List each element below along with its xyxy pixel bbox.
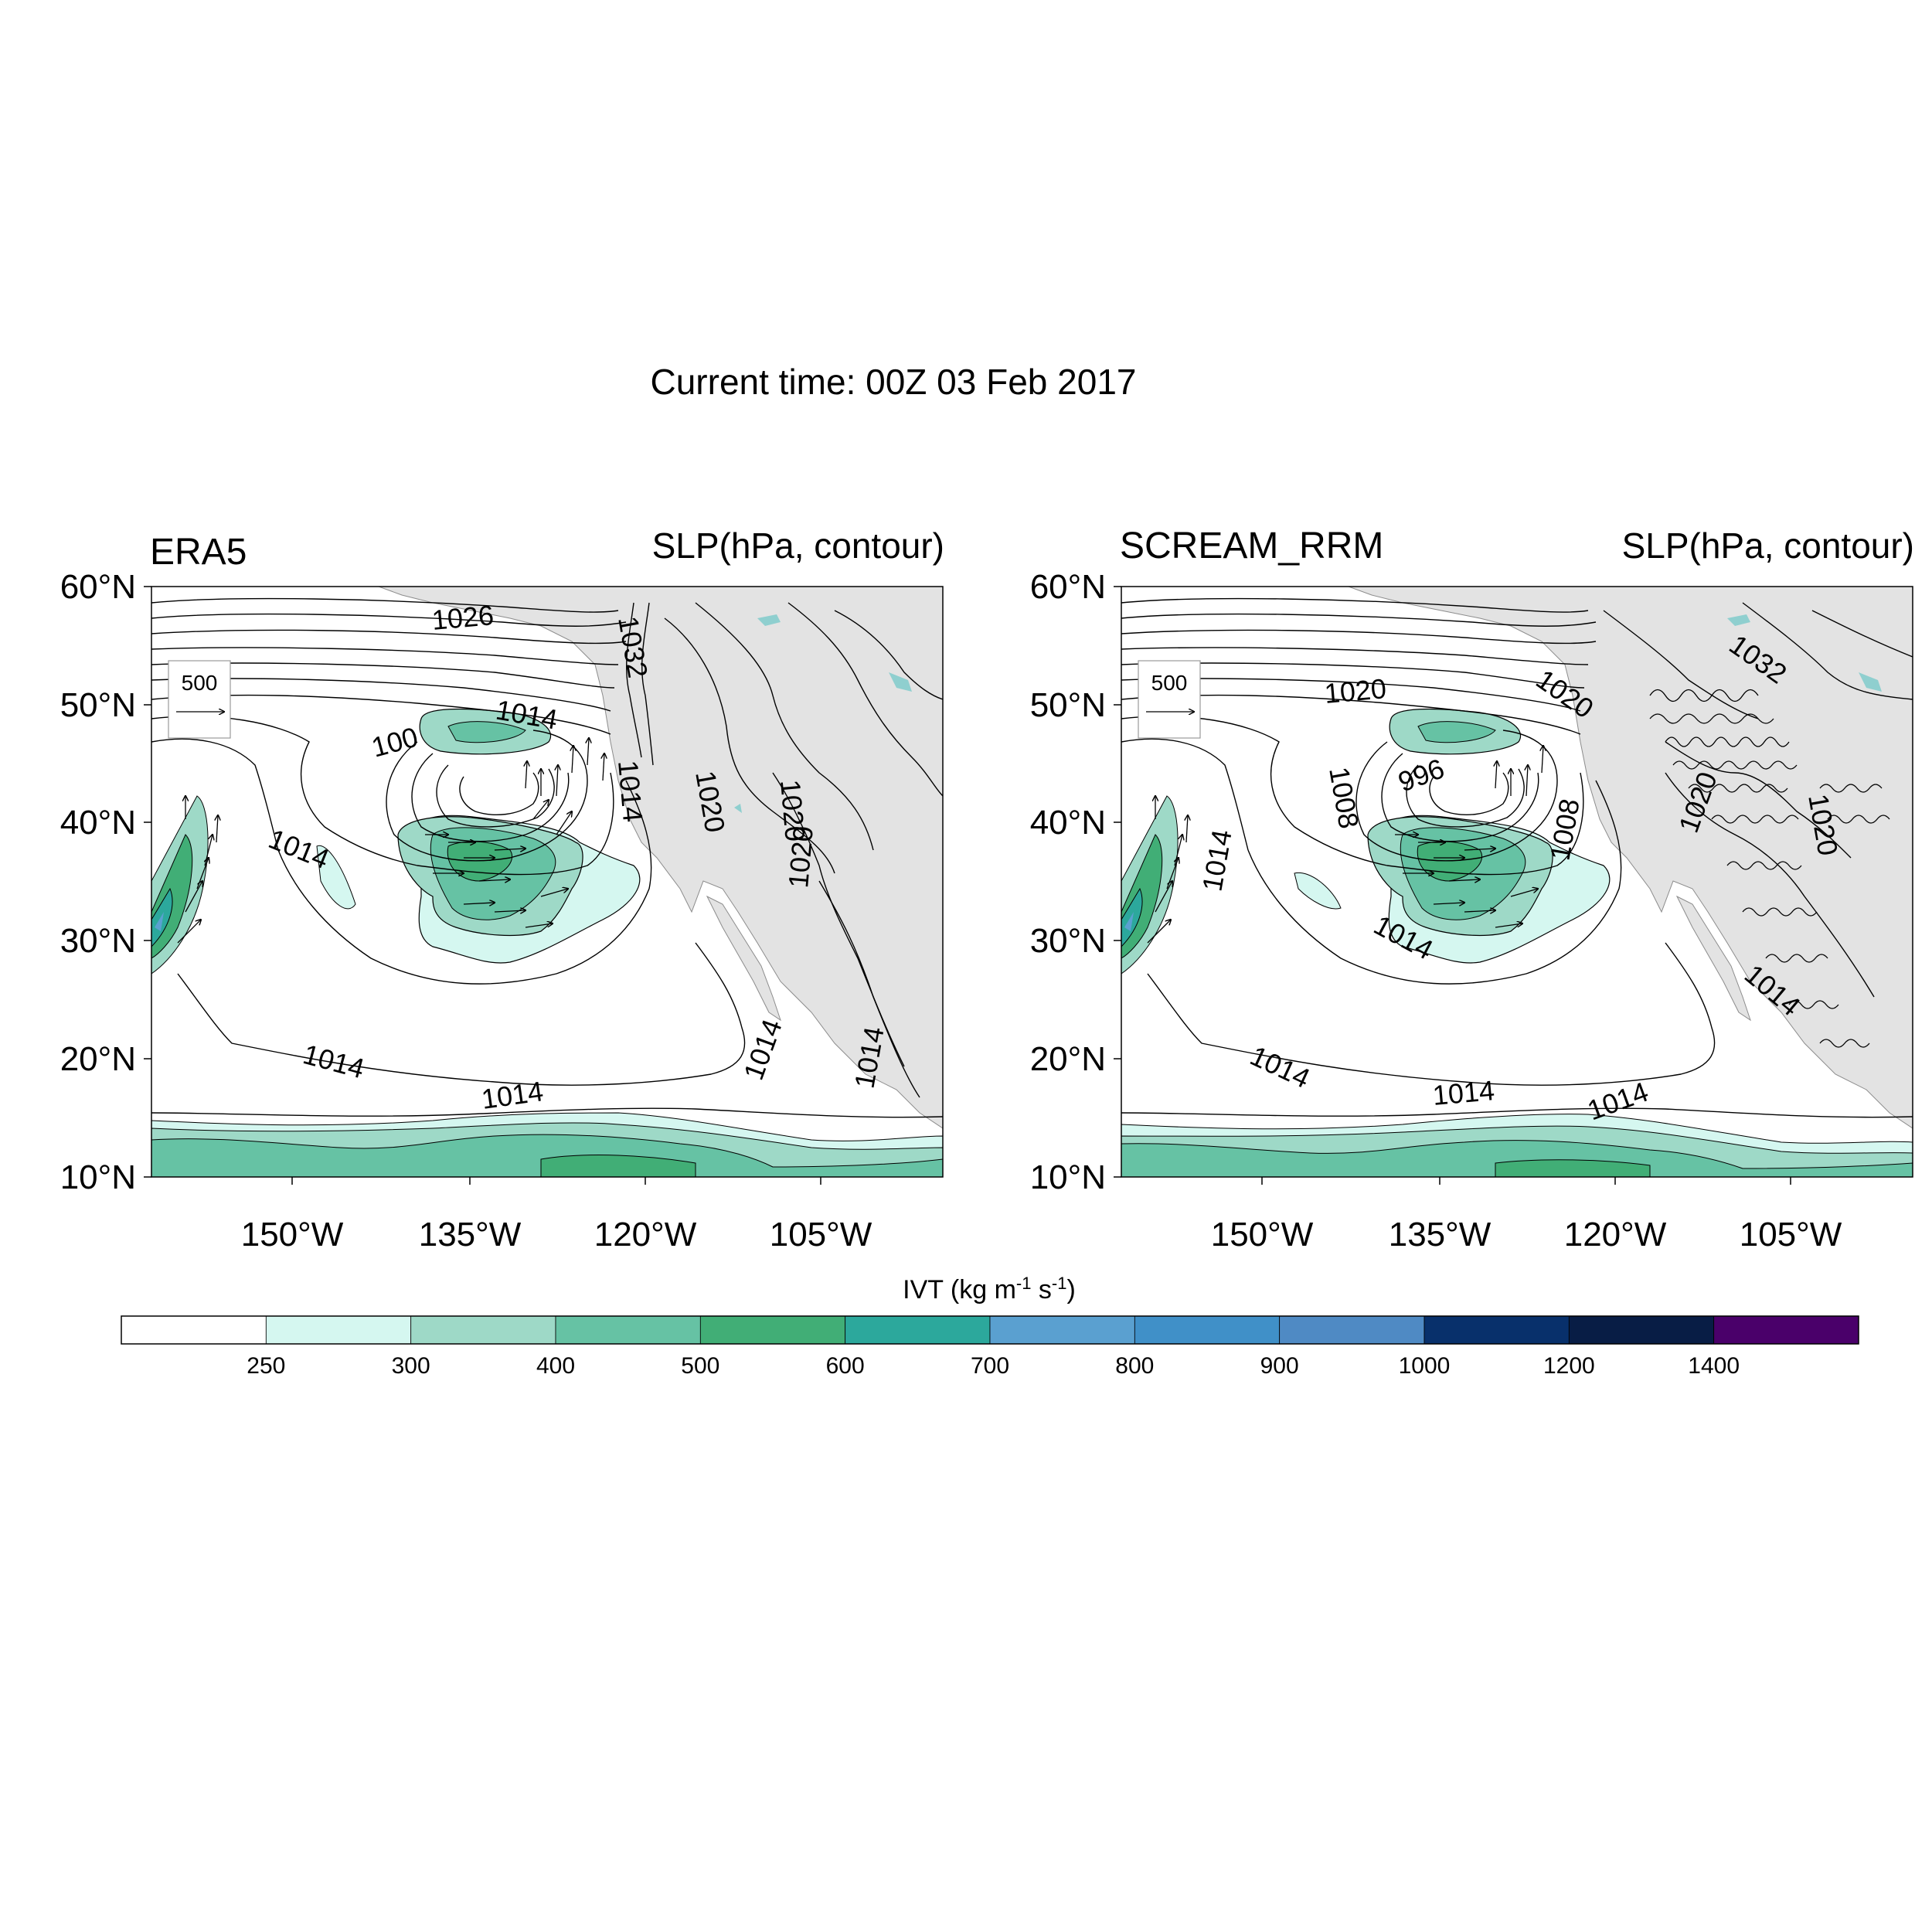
panel-scream-right-title: SLP(hPa, contour) <box>1622 526 1914 566</box>
panel-era5: ERA5 SLP(hPa, contour) <box>60 526 944 1253</box>
slp-contours-era5 <box>151 597 943 1118</box>
lat-tick-label: 30°N <box>1030 922 1106 960</box>
colorbar-cell <box>410 1315 556 1345</box>
colorbar-cells <box>121 1315 1859 1345</box>
lake-2 <box>889 672 912 692</box>
colorbar: IVT (kg m-1 s-1) 250 300 400 500 600 700 800 90… <box>121 1274 1859 1379</box>
lake-1 <box>1727 614 1750 626</box>
colorbar-cell <box>845 1315 991 1345</box>
colorbar-level-label: 800 <box>1115 1353 1154 1379</box>
colorbar-cell <box>265 1315 412 1345</box>
ivt-tropical-500 <box>540 1155 696 1177</box>
ivt-blob-small <box>316 845 356 910</box>
land-baja <box>706 895 781 1022</box>
colorbar-cell <box>699 1315 846 1345</box>
ref-vector-label-era5: 500 <box>182 671 218 695</box>
colorbar-level-label: 500 <box>681 1353 719 1379</box>
contour-label: 1026 <box>430 599 495 636</box>
colorbar-frame <box>121 1315 1859 1345</box>
lon-tick-label: 105°W <box>770 1216 872 1253</box>
ivt-west-edge-peak <box>155 912 164 931</box>
colorbar-level-label: 600 <box>826 1353 865 1379</box>
panel-scream-left-title: SCREAM_RRM <box>1120 526 1383 566</box>
ivt-tropical-400 <box>151 1134 943 1177</box>
panel-scream-lon-axis <box>1261 1177 1791 1185</box>
panel-era5-frame <box>151 586 944 1178</box>
colorbar-cell <box>1713 1315 1859 1345</box>
panel-era5-left-title: ERA5 <box>150 532 247 573</box>
lon-tick-label: 135°W <box>419 1216 522 1253</box>
lat-tick-label: 40°N <box>60 804 136 842</box>
ivt-ar-northern-400 <box>447 721 526 743</box>
lon-tick-label: 150°W <box>241 1216 344 1253</box>
land-north-america <box>1348 587 1913 1129</box>
colorbar-cell <box>1134 1315 1281 1345</box>
colorbar-level-label: 900 <box>1260 1353 1299 1379</box>
lat-tick-label: 20°N <box>1030 1040 1106 1078</box>
contour-label: 1014 <box>1431 1074 1495 1111</box>
lat-tick-label: 20°N <box>60 1040 136 1078</box>
panel-scream-map: 500 1020 1020 1032 1008 996 1014 1014 10… <box>1121 587 1913 1177</box>
panel-era5-lon-axis <box>291 1177 821 1185</box>
colorbar-level-label: 250 <box>247 1353 285 1379</box>
colorbar-level-label: 1000 <box>1399 1353 1451 1379</box>
lat-tick-label: 60°N <box>1030 568 1106 606</box>
contour-label: 1020 <box>774 778 811 842</box>
colorbar-level-label: 700 <box>971 1353 1009 1379</box>
lake-3 <box>734 804 742 813</box>
land-north-america <box>378 587 943 1129</box>
colorbar-level-label: 1400 <box>1688 1353 1740 1379</box>
ivt-blob-small <box>1294 872 1342 910</box>
panel-era5-map: 500 1026 1032 1014 100 1014 1020 1020 10… <box>151 587 943 1177</box>
lon-tick-label: 105°W <box>1740 1216 1842 1253</box>
ref-vector-label-scream: 500 <box>1151 671 1188 695</box>
land-baja <box>1675 895 1751 1022</box>
ref-vector-box-era5 <box>168 660 231 739</box>
colorbar-cell <box>1423 1315 1570 1345</box>
lat-tick-label: 50°N <box>1030 686 1106 724</box>
colorbar-title: IVT (kg m-1 s-1) <box>903 1274 1076 1304</box>
figure-title: Current time: 00Z 03 Feb 2017 <box>651 362 1137 402</box>
contour-label: 1014 <box>612 759 649 823</box>
lake-1 <box>757 614 781 626</box>
ivt-tropical-400 <box>1121 1140 1913 1177</box>
lake-2 <box>1859 672 1882 692</box>
colorbar-cell <box>989 1315 1135 1345</box>
ivt-west-edge-peak <box>1124 912 1134 931</box>
colorbar-cell <box>121 1315 267 1345</box>
panel-scream-frame <box>1121 586 1913 1178</box>
colorbar-level-label: 400 <box>536 1353 575 1379</box>
contour-label: 1020 <box>1323 672 1387 709</box>
lat-tick-label: 50°N <box>60 686 136 724</box>
contour-label: 1020 <box>782 825 819 889</box>
colorbar-labels: 250 300 400 500 600 700 800 900 1000 1200 1400 <box>247 1353 1740 1379</box>
lat-tick-label: 30°N <box>60 922 136 960</box>
ivt-tropical-500 <box>1495 1159 1651 1177</box>
ivt-vectors-scream <box>1147 746 1543 944</box>
panel-era5-right-title: SLP(hPa, contour) <box>652 526 944 566</box>
colorbar-cell <box>555 1315 701 1345</box>
ivt-ar-northern-400 <box>1417 721 1496 743</box>
lat-tick-label: 10°N <box>1030 1158 1106 1196</box>
panel-era5-lat-axis <box>144 586 151 1178</box>
colorbar-cell <box>1568 1315 1715 1345</box>
colorbar-level-label: 300 <box>392 1353 430 1379</box>
ref-vector-box-scream <box>1138 660 1201 739</box>
colorbar-cell <box>1279 1315 1425 1345</box>
lat-tick-label: 60°N <box>60 568 136 606</box>
ivt-vectors-era5 <box>177 738 604 944</box>
slp-topo-noise-scream <box>1649 689 1890 1048</box>
colorbar-level-label: 1200 <box>1543 1353 1595 1379</box>
lon-tick-label: 135°W <box>1389 1216 1492 1253</box>
lat-tick-label: 10°N <box>60 1158 136 1196</box>
lon-tick-label: 120°W <box>594 1216 697 1253</box>
panel-scream-rrm: SCREAM_RRM SLP(hPa, contour) <box>1030 526 1914 1253</box>
lon-tick-label: 120°W <box>1564 1216 1667 1253</box>
lat-tick-label: 40°N <box>1030 804 1106 842</box>
lon-tick-label: 150°W <box>1211 1216 1314 1253</box>
panel-scream-lat-axis <box>1114 586 1121 1178</box>
